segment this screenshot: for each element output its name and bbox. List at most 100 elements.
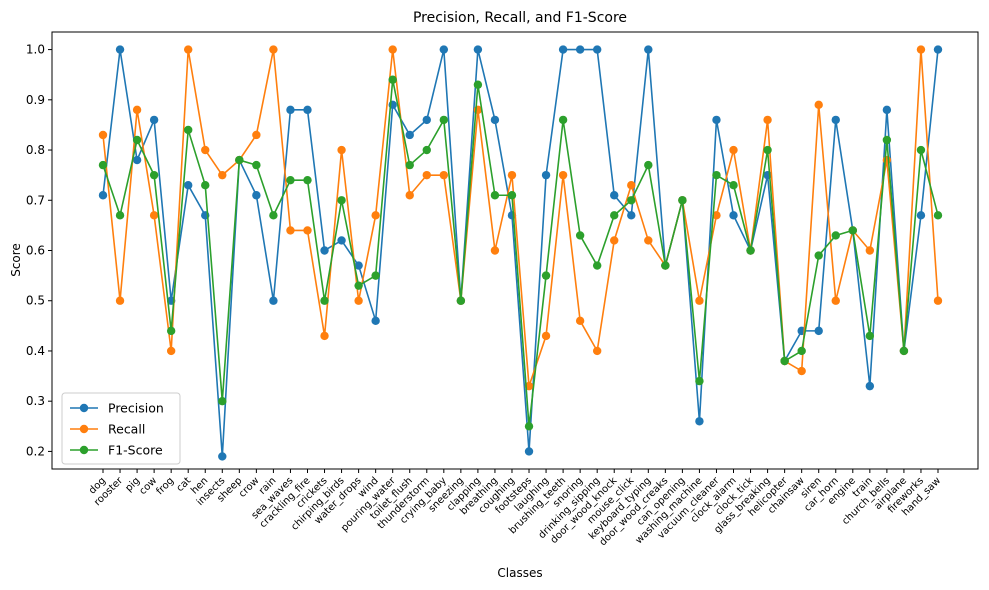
data-point: [473, 80, 483, 89]
data-point: [371, 211, 380, 220]
data-point: [695, 417, 704, 426]
data-point: [98, 191, 108, 200]
y-tick-label: 0.8: [26, 143, 45, 157]
data-point: [184, 181, 193, 190]
legend-label: F1-Score: [108, 443, 163, 458]
legend-label: Recall: [108, 422, 145, 437]
data-point: [166, 346, 176, 356]
data-point: [371, 316, 380, 326]
data-point: [712, 211, 721, 220]
data-point: [746, 246, 755, 255]
data-point: [490, 115, 500, 125]
data-point: [115, 211, 125, 220]
data-point: [644, 236, 653, 245]
data-point: [98, 130, 108, 140]
data-point: [269, 45, 278, 54]
data-point: [848, 226, 857, 235]
data-point: [814, 326, 823, 336]
data-point: [865, 381, 875, 391]
chart-title: Precision, Recall, and F1-Score: [413, 10, 627, 26]
data-point: [627, 181, 636, 190]
x-axis: dogroosterpigcowfrogcatheninsectssheepcr…: [87, 469, 943, 548]
data-point: [644, 45, 653, 54]
data-point: [354, 261, 363, 270]
data-point: [541, 271, 551, 280]
data-point: [405, 160, 414, 170]
data-point: [916, 211, 926, 220]
data-point: [166, 326, 176, 336]
data-point: [797, 366, 806, 376]
data-point: [916, 45, 926, 54]
data-point: [149, 211, 159, 220]
data-point: [831, 296, 840, 305]
data-point: [252, 160, 261, 170]
data-point: [303, 175, 312, 185]
data-point: [115, 296, 125, 305]
data-point: [132, 155, 142, 165]
data-point: [388, 75, 397, 84]
data-point: [320, 296, 329, 305]
y-tick-label: 0.2: [26, 444, 45, 458]
data-point: [814, 251, 823, 260]
data-point: [524, 422, 534, 431]
data-point: [865, 246, 875, 255]
data-point: [507, 191, 517, 200]
data-point: [303, 226, 312, 235]
series-line: [102, 79, 939, 427]
data-point: [388, 45, 397, 54]
data-point: [115, 45, 125, 54]
legend-item: Recall: [70, 422, 145, 437]
data-point: [422, 115, 431, 125]
y-axis: 0.2 0.3 0.4 0.5 0.6 0.7 0.8 0.9 1.0: [26, 43, 52, 458]
data-point: [610, 236, 619, 245]
data-point: [371, 271, 380, 280]
data-point: [541, 170, 551, 180]
data-point: [592, 261, 602, 270]
data-point: [865, 331, 875, 341]
y-tick-label: 0.9: [26, 93, 45, 107]
data-point: [729, 145, 738, 155]
data-point: [558, 45, 568, 54]
data-point: [916, 145, 926, 155]
data-point: [575, 45, 585, 54]
data-point: [405, 130, 414, 140]
legend-box: [61, 392, 181, 465]
data-point: [933, 211, 943, 220]
y-tick-label: 0.4: [26, 344, 45, 358]
data-point: [712, 170, 721, 180]
data-point: [354, 296, 363, 305]
data-point: [269, 211, 278, 220]
data-point: [507, 170, 517, 180]
legend-swatch-marker: [79, 445, 89, 455]
data-point: [337, 145, 346, 155]
data-point: [814, 100, 823, 110]
data-point: [286, 175, 295, 185]
series-f1-score: [98, 75, 943, 431]
y-tick-label: 0.3: [26, 394, 45, 408]
data-point: [524, 447, 534, 456]
legend: Precision Recall F1-Score: [61, 392, 181, 465]
x-tick-label: cow: [137, 475, 159, 497]
data-point: [592, 346, 602, 356]
data-point: [933, 45, 943, 54]
data-point: [320, 331, 329, 341]
data-point: [627, 211, 636, 220]
data-point: [729, 181, 738, 190]
data-point: [132, 135, 142, 145]
data-point: [882, 155, 892, 165]
data-point: [337, 236, 346, 245]
data-point: [661, 261, 670, 270]
data-point: [797, 346, 806, 356]
data-point: [592, 45, 602, 54]
data-point: [627, 196, 636, 205]
data-point: [456, 296, 466, 305]
data-point: [882, 105, 892, 115]
data-point: [899, 346, 909, 356]
data-point: [831, 115, 840, 125]
data-point: [729, 211, 738, 220]
data-point: [439, 170, 449, 180]
data-point: [575, 316, 585, 326]
y-tick-label: 0.7: [26, 193, 45, 207]
